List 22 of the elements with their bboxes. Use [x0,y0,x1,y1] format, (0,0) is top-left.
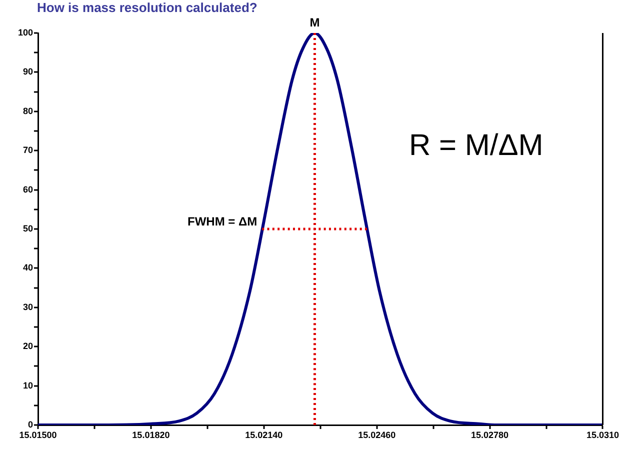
y-tick-label: 10 [22,380,33,390]
y-tick-label: 100 [18,27,33,38]
y-tick-label: 40 [22,262,33,273]
y-tick-label: 0 [28,419,33,430]
y-tick-label: 90 [22,66,33,77]
y-tick-label: 70 [22,145,33,156]
y-tick-label: 50 [22,223,33,234]
annotation: R = M/ΔM [409,128,544,162]
x-tick-label: 15.02780 [471,430,509,440]
annotation: FWHM = ΔM [188,214,258,228]
x-tick-label: 15.02140 [245,430,283,440]
x-tick-label: 15.01500 [19,430,57,440]
x-tick-label: 15.02460 [358,430,396,440]
line-series [38,33,603,425]
y-tick-label: 30 [22,302,33,312]
y-tick-label: 60 [22,184,33,194]
y-tick-label: 20 [22,341,33,352]
y-tick-label: 80 [22,106,33,116]
x-tick-label: 15.0310 [586,430,620,440]
annotation: M [310,15,320,30]
chart-title: How is mass resolution calculated? [37,0,258,16]
x-tick-label: 15.01820 [132,430,170,440]
